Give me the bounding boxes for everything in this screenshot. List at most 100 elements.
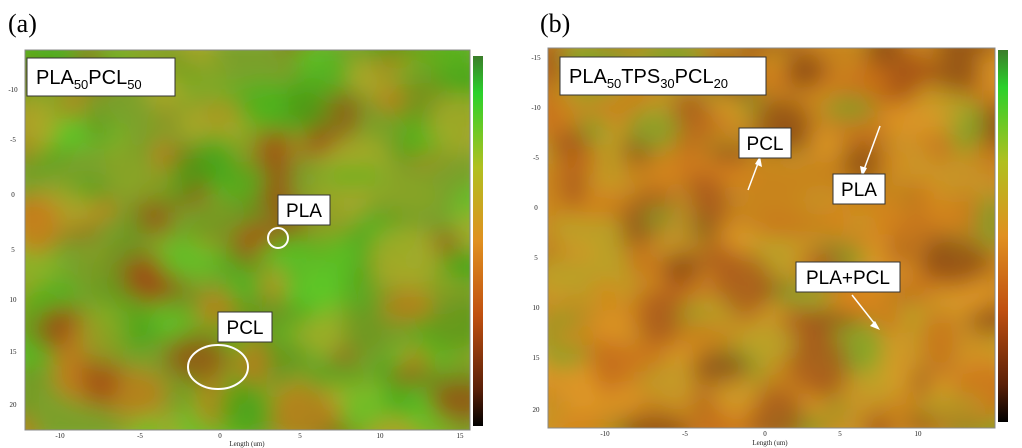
texture-blob [826, 401, 847, 420]
map-title: PLA50PCL50 [36, 67, 142, 92]
title-text: PLA [569, 66, 607, 88]
texture-blob [561, 166, 588, 211]
texture-blob [671, 180, 693, 242]
x-tick-label: 10 [915, 430, 923, 438]
arrow-head [755, 156, 762, 167]
y-tick-label: -5 [10, 136, 16, 144]
texture-blob [217, 380, 274, 430]
annotation-box [277, 194, 331, 226]
texture-blob [342, 383, 376, 430]
texture-blob [364, 413, 417, 430]
texture-blob [548, 92, 563, 131]
texture-blob [910, 180, 942, 206]
y-tick-label: 5 [534, 254, 538, 262]
y-tick-label: -10 [531, 104, 541, 112]
texture-blob [691, 350, 750, 384]
texture-blob [250, 244, 311, 266]
texture-blob [613, 339, 668, 373]
texture-blob [267, 384, 335, 430]
subscript: 20 [714, 76, 728, 91]
texture-blob [662, 250, 705, 285]
texture-blob [131, 418, 163, 430]
texture-blob [691, 413, 740, 428]
map-frame [24, 49, 471, 431]
texture-blob [744, 387, 805, 428]
y-tick-label: 0 [534, 204, 538, 212]
texture-blob [410, 50, 470, 70]
x-tick-label: 5 [298, 432, 302, 440]
texture-blob [255, 129, 294, 164]
texture-blob [188, 54, 226, 89]
x-tick-label: 15 [457, 432, 465, 440]
panel-label: (b) [540, 9, 570, 38]
arrow [861, 125, 881, 176]
texture-blob [714, 93, 743, 122]
texture-blob [25, 397, 34, 420]
subscript: 30 [660, 76, 674, 91]
x-axis-label: Length (um) [752, 439, 788, 447]
texture-blob [863, 412, 894, 428]
texture [25, 50, 470, 430]
y-tick-label: -5 [533, 154, 539, 162]
y-tick-label: 10 [533, 304, 541, 312]
map-title: PLA50TPS30PCL20 [569, 66, 728, 91]
title-text: PLA [36, 67, 74, 89]
texture-blob [369, 226, 443, 289]
texture-blob [719, 48, 742, 63]
texture-blob [25, 106, 57, 159]
colorbar [473, 56, 483, 426]
title-box [559, 56, 767, 96]
y-tick-label: 0 [11, 191, 15, 199]
title-text: TPS [621, 66, 660, 88]
marker-circle [267, 227, 289, 249]
texture-blob [845, 347, 876, 374]
texture-blob [190, 136, 236, 187]
x-tick-label: 0 [763, 430, 767, 438]
annotation: PLA+PCL [806, 268, 890, 289]
map-frame [547, 47, 996, 429]
texture-blob [788, 333, 852, 395]
x-tick-label: -5 [137, 432, 143, 440]
texture-blob [919, 241, 991, 285]
texture-blob [864, 48, 904, 69]
annotation: PLA [841, 180, 877, 201]
texture-blob [841, 138, 886, 185]
texture-blob [892, 202, 967, 237]
texture-blob [290, 274, 344, 305]
y-tick-label: 5 [11, 246, 15, 254]
texture-blob [649, 237, 709, 258]
texture-blob [25, 362, 42, 391]
y-tick-label: 15 [10, 348, 18, 356]
y-tick-label: 20 [10, 401, 18, 409]
texture-blob [429, 381, 470, 422]
arrow-head [870, 321, 880, 330]
texture-blob [25, 414, 36, 430]
texture-blob [235, 79, 289, 127]
texture-blob [670, 90, 710, 126]
texture-blob [789, 51, 822, 90]
annotation-box [832, 173, 886, 205]
texture-blob [920, 313, 960, 369]
texture-blob [52, 338, 81, 399]
texture-blob [36, 274, 79, 313]
texture-blob [821, 95, 877, 122]
colorbar [998, 50, 1008, 422]
texture-blob [366, 50, 417, 58]
texture-blob [654, 363, 695, 408]
texture-blob [340, 307, 389, 355]
texture-blob [156, 239, 222, 280]
subscript: 50 [607, 76, 621, 91]
x-tick-label: 10 [377, 432, 385, 440]
texture-blob [264, 266, 285, 289]
raman-map [25, 50, 470, 430]
x-tick-label: 5 [838, 430, 842, 438]
annotation: PLA [286, 201, 322, 222]
x-tick-label: -10 [55, 432, 65, 440]
texture-blob [934, 49, 982, 93]
texture-blob [620, 413, 690, 428]
panel-label: (a) [8, 9, 37, 38]
y-tick-label: -15 [531, 54, 541, 62]
texture-blob [333, 345, 355, 368]
y-tick-label: -10 [8, 86, 18, 94]
